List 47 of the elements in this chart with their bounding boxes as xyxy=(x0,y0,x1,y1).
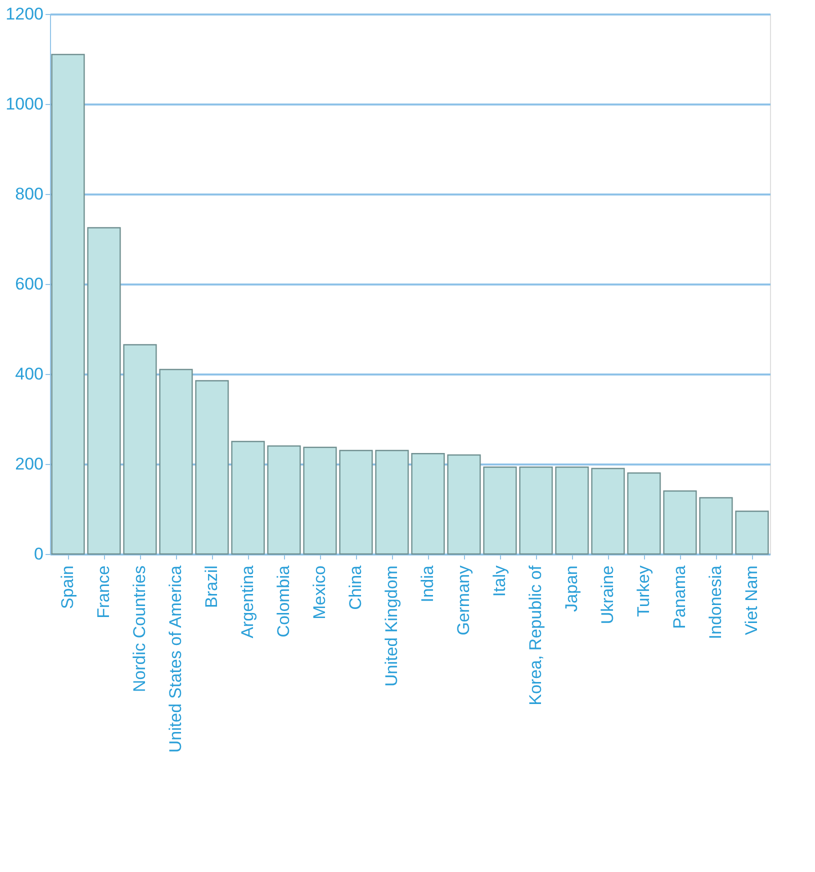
bar xyxy=(555,466,589,555)
x-tick-label: Turkey xyxy=(634,565,653,617)
x-tick-label: China xyxy=(346,564,365,610)
x-tick-label: Indonesia xyxy=(706,564,725,640)
x-tick-label: United Kingdom xyxy=(382,566,401,686)
bar xyxy=(195,380,229,555)
bar xyxy=(519,466,553,555)
y-tick-label: 0 xyxy=(34,544,44,564)
x-tick-label: France xyxy=(94,566,113,618)
bar xyxy=(447,454,481,555)
bar xyxy=(159,368,193,555)
bar xyxy=(699,497,733,555)
x-tick-label: Germany xyxy=(454,565,473,636)
x-tick-label: Korea, Republic of xyxy=(526,565,545,706)
y-tick-label: 1200 xyxy=(6,4,44,24)
x-tick-label: Colombia xyxy=(274,564,293,638)
x-tick-label: Ukraine xyxy=(598,566,617,624)
bar xyxy=(591,468,625,555)
x-tick-label: Spain xyxy=(58,566,77,609)
x-tick-label: Brazil xyxy=(202,566,221,608)
x-tick-label: Panama xyxy=(670,564,689,629)
bar xyxy=(303,446,337,555)
bar xyxy=(375,450,409,555)
y-tick-label: 1000 xyxy=(6,94,44,114)
x-tick-label: Nordic Countries xyxy=(130,566,149,692)
x-tick-label: Argentina xyxy=(238,564,257,638)
bar xyxy=(87,227,121,555)
bar xyxy=(483,466,517,555)
y-tick-label: 400 xyxy=(15,364,44,384)
bar xyxy=(411,453,445,555)
x-tick-label: Japan xyxy=(562,566,581,612)
bar xyxy=(123,344,157,555)
bar xyxy=(735,510,769,555)
x-tick-label: Viet Nam xyxy=(742,566,761,636)
y-tick-label: 800 xyxy=(15,184,44,204)
y-tick-label: 200 xyxy=(15,454,44,474)
bar xyxy=(267,445,301,555)
bar xyxy=(231,440,265,555)
bar xyxy=(663,490,697,555)
bar xyxy=(627,472,661,555)
x-tick-label: United States of America xyxy=(166,564,185,753)
bar xyxy=(339,450,373,555)
x-tick-label: Italy xyxy=(490,565,509,597)
x-tick-label: India xyxy=(418,564,437,602)
bar xyxy=(51,54,85,555)
y-tick-label: 600 xyxy=(15,274,44,294)
x-tick-label: Mexico xyxy=(310,566,329,620)
